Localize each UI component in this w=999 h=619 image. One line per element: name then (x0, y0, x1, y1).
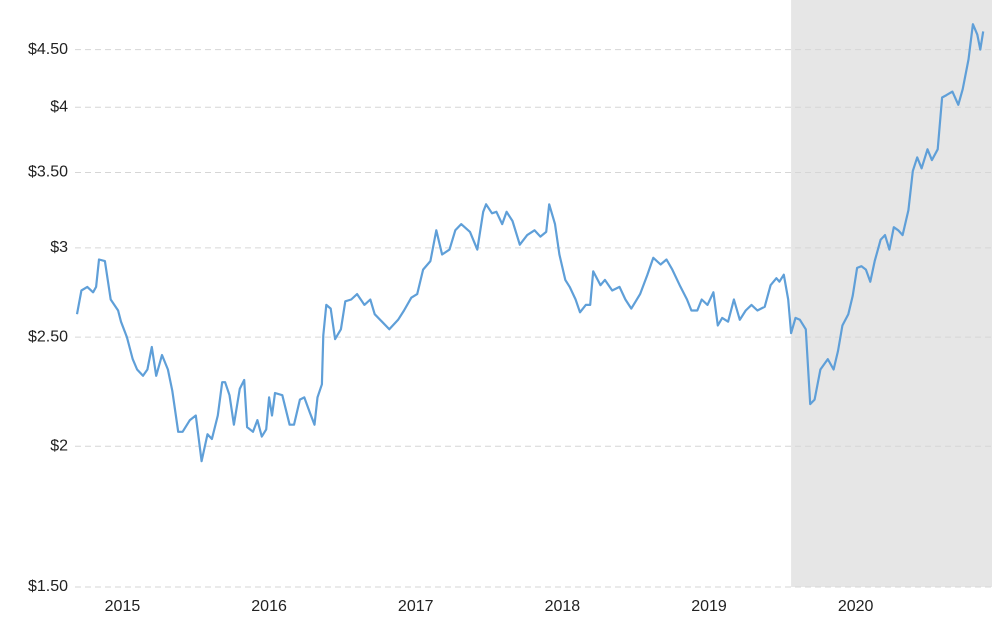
shaded-period (791, 0, 992, 587)
y-tick-label: $2.50 (28, 328, 68, 345)
y-tick-label: $1.50 (28, 578, 68, 595)
x-tick-label: 2017 (398, 598, 434, 615)
y-tick-label: $3.50 (28, 164, 68, 181)
x-tick-label: 2015 (105, 598, 141, 615)
x-tick-label: 2019 (691, 598, 727, 615)
y-tick-label: $4 (50, 98, 68, 115)
y-tick-label: $2 (50, 437, 68, 454)
x-tick-label: 2016 (251, 598, 287, 615)
x-tick-label: 2018 (545, 598, 581, 615)
price-line (75, 23, 985, 463)
y-tick-label: $4.50 (28, 41, 68, 58)
x-tick-label: 2020 (838, 598, 874, 615)
y-tick-label: $3 (50, 239, 68, 256)
